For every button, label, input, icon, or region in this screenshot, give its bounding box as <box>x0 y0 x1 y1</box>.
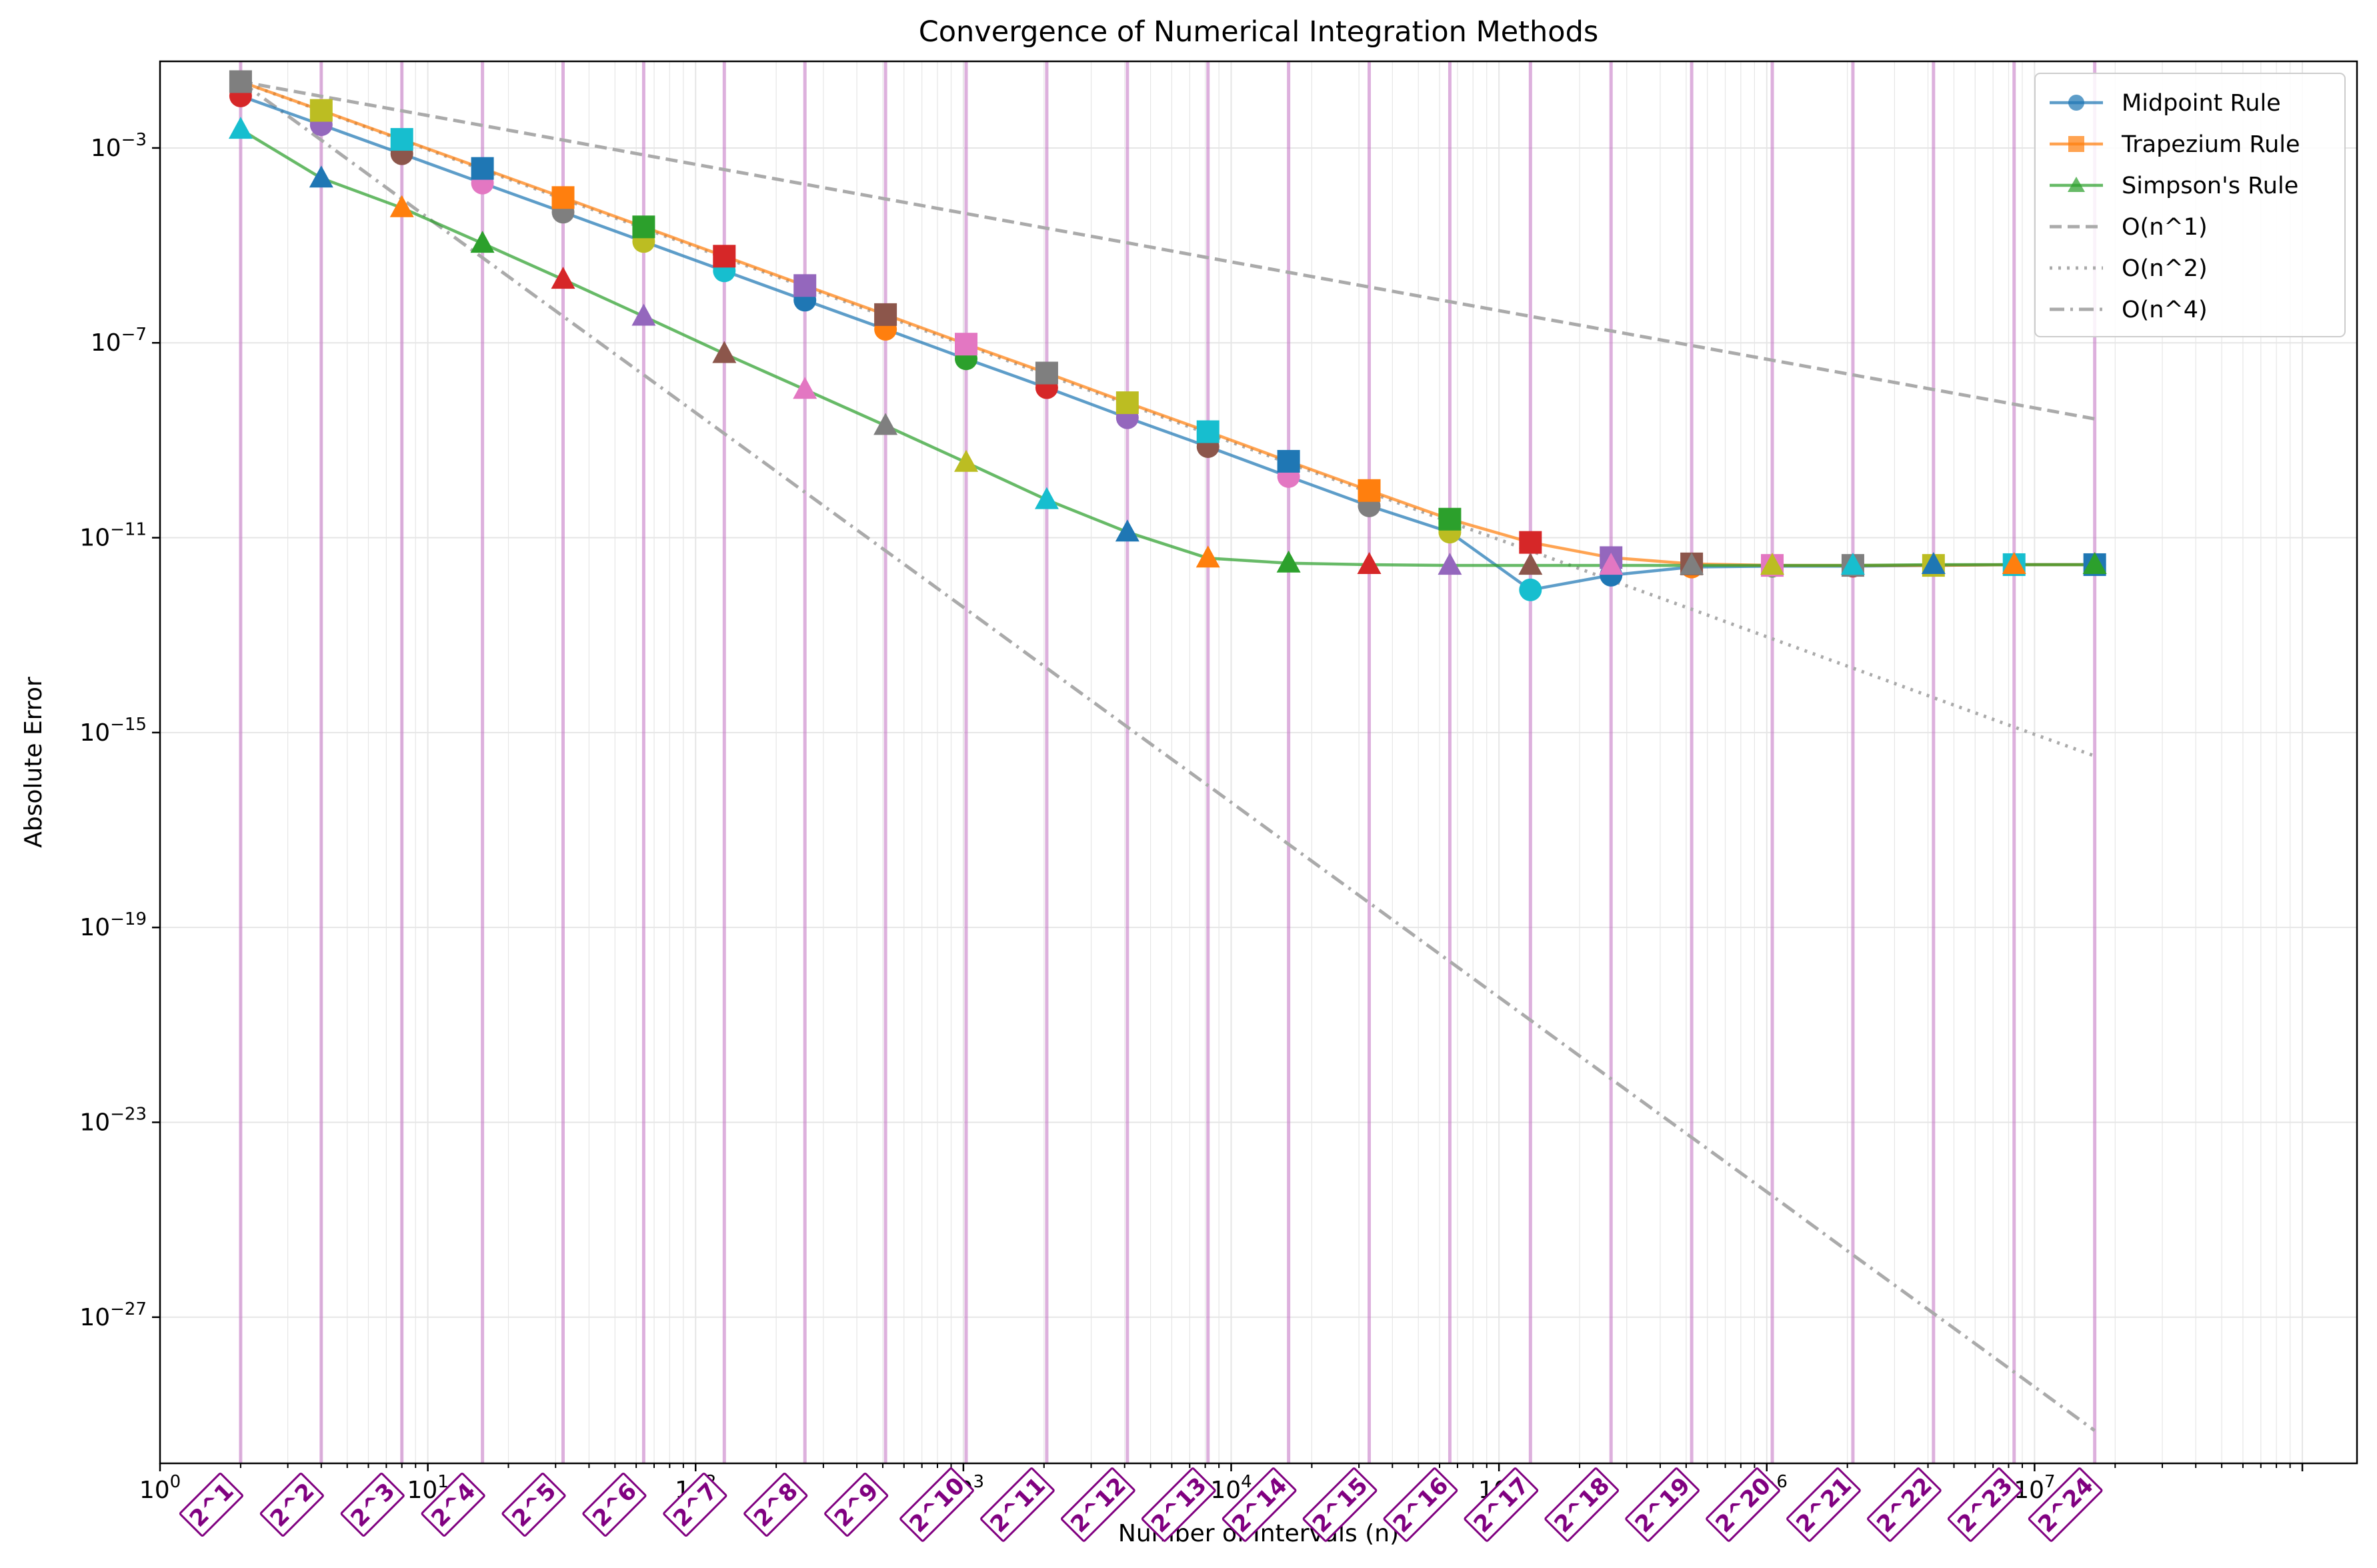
marker-trapezium <box>1115 391 1139 415</box>
y-tick-label: 10−3 <box>91 130 147 162</box>
marker-simpson <box>2002 551 2026 574</box>
power-label-border <box>1706 1467 1780 1542</box>
legend-marker <box>2068 177 2085 192</box>
marker-simpson <box>309 165 333 188</box>
marker-simpson <box>1680 553 1704 575</box>
marker-midpoint <box>1519 578 1542 601</box>
power-label-box: 2^19 <box>1625 1467 1700 1542</box>
marker-simpson <box>1034 487 1059 509</box>
power-label-border <box>743 1472 808 1537</box>
marker-simpson <box>389 195 414 217</box>
marker-simpson <box>954 449 979 472</box>
y-tick-label: 10−23 <box>79 1104 147 1136</box>
chart-title: Convergence of Numerical Integration Met… <box>919 15 1599 49</box>
marker-trapezium <box>1035 361 1058 385</box>
power-label-border <box>824 1472 889 1537</box>
y-tick-label: 10−27 <box>79 1299 147 1331</box>
y-tick-label: 10−19 <box>79 909 147 941</box>
marker-trapezium <box>1196 420 1220 443</box>
marker-simpson <box>793 377 817 399</box>
power-label-border <box>1625 1467 1700 1542</box>
legend-label: Simpson's Rule <box>2122 173 2298 199</box>
legend-box <box>2034 73 2346 337</box>
marker-simpson <box>1115 519 1139 542</box>
marker-trapezium <box>955 333 978 356</box>
power-label-border <box>1060 1467 1135 1542</box>
marker-simpson <box>470 231 495 253</box>
legend-label: Midpoint Rule <box>2122 90 2281 117</box>
marker-trapezium <box>1438 507 1462 531</box>
y-tick-label: 10−7 <box>91 325 147 357</box>
marker-trapezium <box>713 245 736 268</box>
marker-simpson <box>631 303 656 326</box>
y-tick-label: 10−15 <box>79 715 147 747</box>
power-label-border <box>1786 1467 1861 1542</box>
power-label-border <box>582 1472 647 1537</box>
marker-simpson <box>1276 550 1301 573</box>
power-label-border <box>1947 1467 2022 1542</box>
legend-marker <box>2068 136 2084 152</box>
power-label-border <box>1222 1467 1297 1542</box>
marker-simpson <box>2082 551 2107 574</box>
power-label-border <box>2028 1467 2103 1542</box>
marker-simpson <box>551 267 575 289</box>
power-label-border <box>259 1472 324 1537</box>
power-of-two-lines <box>239 61 2097 1463</box>
power-label-border <box>1464 1467 1539 1542</box>
marker-simpson <box>1196 545 1220 568</box>
series-line-3 <box>240 79 2096 421</box>
marker-trapezium <box>874 303 897 326</box>
plot-frame <box>159 60 2358 1465</box>
marker-trapezium <box>793 274 817 297</box>
legend-label: Trapezium Rule <box>2121 131 2300 158</box>
marker-trapezium <box>1358 479 1381 502</box>
power-label-border <box>980 1467 1055 1542</box>
legend-label: O(n^1) <box>2122 214 2208 241</box>
power-label-border <box>501 1472 566 1537</box>
marker-simpson <box>228 117 253 139</box>
power-label-border <box>1544 1467 1620 1542</box>
y-axis-title: Absolute Error <box>20 677 47 848</box>
grid <box>159 61 2357 1463</box>
power-label-border <box>663 1472 727 1537</box>
marker-simpson <box>873 413 898 435</box>
marker-simpson <box>712 341 737 363</box>
marker-trapezium <box>309 99 333 122</box>
power-label-border <box>1867 1467 1942 1542</box>
power-label-border <box>179 1472 243 1537</box>
marker-trapezium <box>551 186 575 209</box>
marker-simpson <box>1921 551 1946 574</box>
marker-trapezium <box>471 157 494 180</box>
power-label-border <box>421 1472 485 1537</box>
marker-simpson <box>1599 553 1624 575</box>
marker-simpson <box>1438 553 1462 575</box>
marker-simpson <box>1840 553 1865 575</box>
legend-label: O(n^2) <box>2122 255 2208 282</box>
marker-simpson <box>1518 553 1543 575</box>
power-label-border <box>1141 1467 1216 1542</box>
marker-simpson <box>1357 551 1382 574</box>
data-markers <box>228 70 2107 601</box>
legend: Midpoint Rule Trapezium Rule Simpson's Rul… <box>2034 73 2346 337</box>
series-lines <box>239 79 2096 1432</box>
marker-trapezium <box>1277 449 1300 473</box>
series-line-2 <box>239 128 2095 567</box>
legend-marker <box>2068 95 2084 111</box>
power-label-border <box>899 1467 974 1542</box>
legend-label: O(n^4) <box>2122 297 2208 323</box>
marker-trapezium <box>632 215 655 239</box>
marker-simpson <box>1760 553 1785 575</box>
x-tick-label: 100 <box>139 1472 181 1504</box>
marker-trapezium <box>390 128 413 151</box>
series-line-5 <box>239 80 2096 1432</box>
power-label-border <box>340 1472 405 1537</box>
power-label-border <box>1302 1467 1378 1542</box>
y-tick-label: 10−11 <box>79 520 147 552</box>
x-tick-label: 101 <box>407 1472 448 1504</box>
marker-trapezium <box>1519 531 1542 554</box>
power-label-border <box>1383 1467 1458 1542</box>
marker-trapezium <box>229 70 252 93</box>
power-label-box: 2^16 <box>1383 1467 1458 1542</box>
